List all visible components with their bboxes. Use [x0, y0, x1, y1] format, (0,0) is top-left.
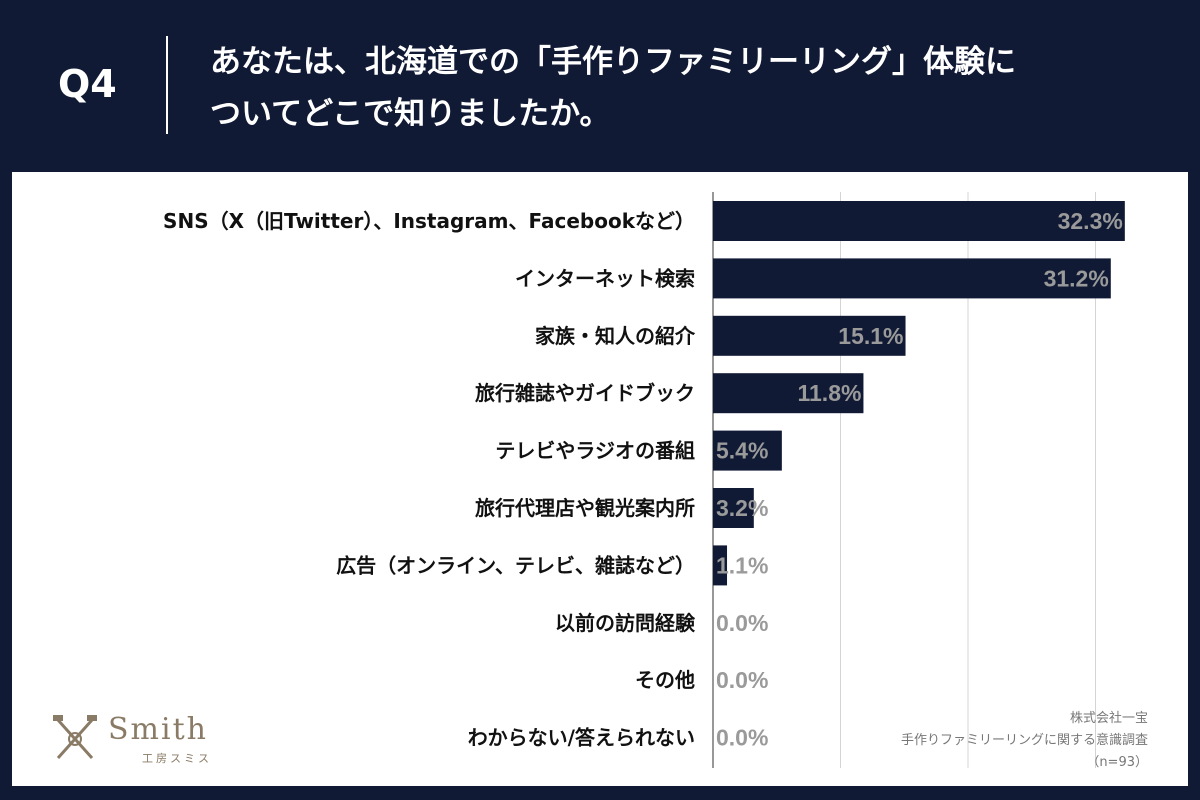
value-label: 0.0% [716, 725, 768, 751]
logo-subtitle: 工房スミス [142, 752, 212, 765]
value-label: 0.0% [716, 610, 768, 636]
smith-logo: Smith 工房スミス [50, 708, 250, 768]
value-label: 0.0% [716, 667, 768, 693]
category-label: 旅行雑誌やガイドブック [475, 381, 695, 405]
value-label: 3.2% [716, 495, 768, 521]
bar [713, 258, 1111, 299]
question-number: Q4 [58, 62, 117, 106]
value-label: 11.8% [797, 380, 861, 406]
category-label: 旅行代理店や観光案内所 [475, 496, 695, 520]
category-label: わからない/答えられない [468, 726, 695, 750]
value-label: 31.2% [1044, 265, 1109, 291]
category-label: その他 [635, 668, 695, 692]
bar [713, 201, 1125, 241]
bar [713, 545, 728, 586]
value-label: 1.1% [716, 552, 768, 578]
bar [713, 430, 782, 471]
source-survey: 手作りファミリーリングに関する意識調査 [900, 733, 1148, 748]
bar [713, 488, 754, 528]
question-line-1: あなたは、北海道での「手作りファミリーリング」体験に [210, 44, 1016, 80]
header: Q4 あなたは、北海道での「手作りファミリーリング」体験に ついてどこで知りまし… [0, 0, 1200, 172]
bar [713, 373, 864, 414]
question-text: あなたは、北海道での「手作りファミリーリング」体験に ついてどこで知りましたか。 [210, 36, 1160, 140]
value-label: 5.4% [716, 438, 768, 464]
source-note: 株式会社一宝 手作りファミリーリングに関する意識調査 （n=93） [901, 708, 1148, 774]
logo-wordmark: Smith [108, 712, 208, 747]
category-label: テレビやラジオの番組 [495, 439, 695, 463]
source-company: 株式会社一宝 [1069, 711, 1148, 726]
header-divider [166, 36, 168, 134]
question-line-2: ついてどこで知りましたか。 [210, 96, 611, 132]
category-label: 以前の訪問経験 [555, 611, 696, 635]
category-label: インターネット検索 [515, 266, 695, 290]
category-label: 広告（オンライン、テレビ、雑誌など） [336, 553, 695, 577]
source-sample-size: （n=93） [1086, 755, 1148, 770]
value-label: 32.3% [1058, 208, 1123, 234]
bar-chart: SNS（X（旧Twitter）、Instagram、Facebookなど） 32.… [163, 192, 1125, 768]
category-label: 家族・知人の紹介 [535, 324, 696, 348]
category-label: SNS（X（旧Twitter）、Instagram、Facebookなど） [163, 209, 695, 233]
bar [713, 315, 906, 356]
value-label: 15.1% [838, 323, 903, 349]
chart-panel: SNS（X（旧Twitter）、Instagram、Facebookなど） 32.… [12, 172, 1188, 786]
crossed-tools-icon [53, 715, 97, 760]
